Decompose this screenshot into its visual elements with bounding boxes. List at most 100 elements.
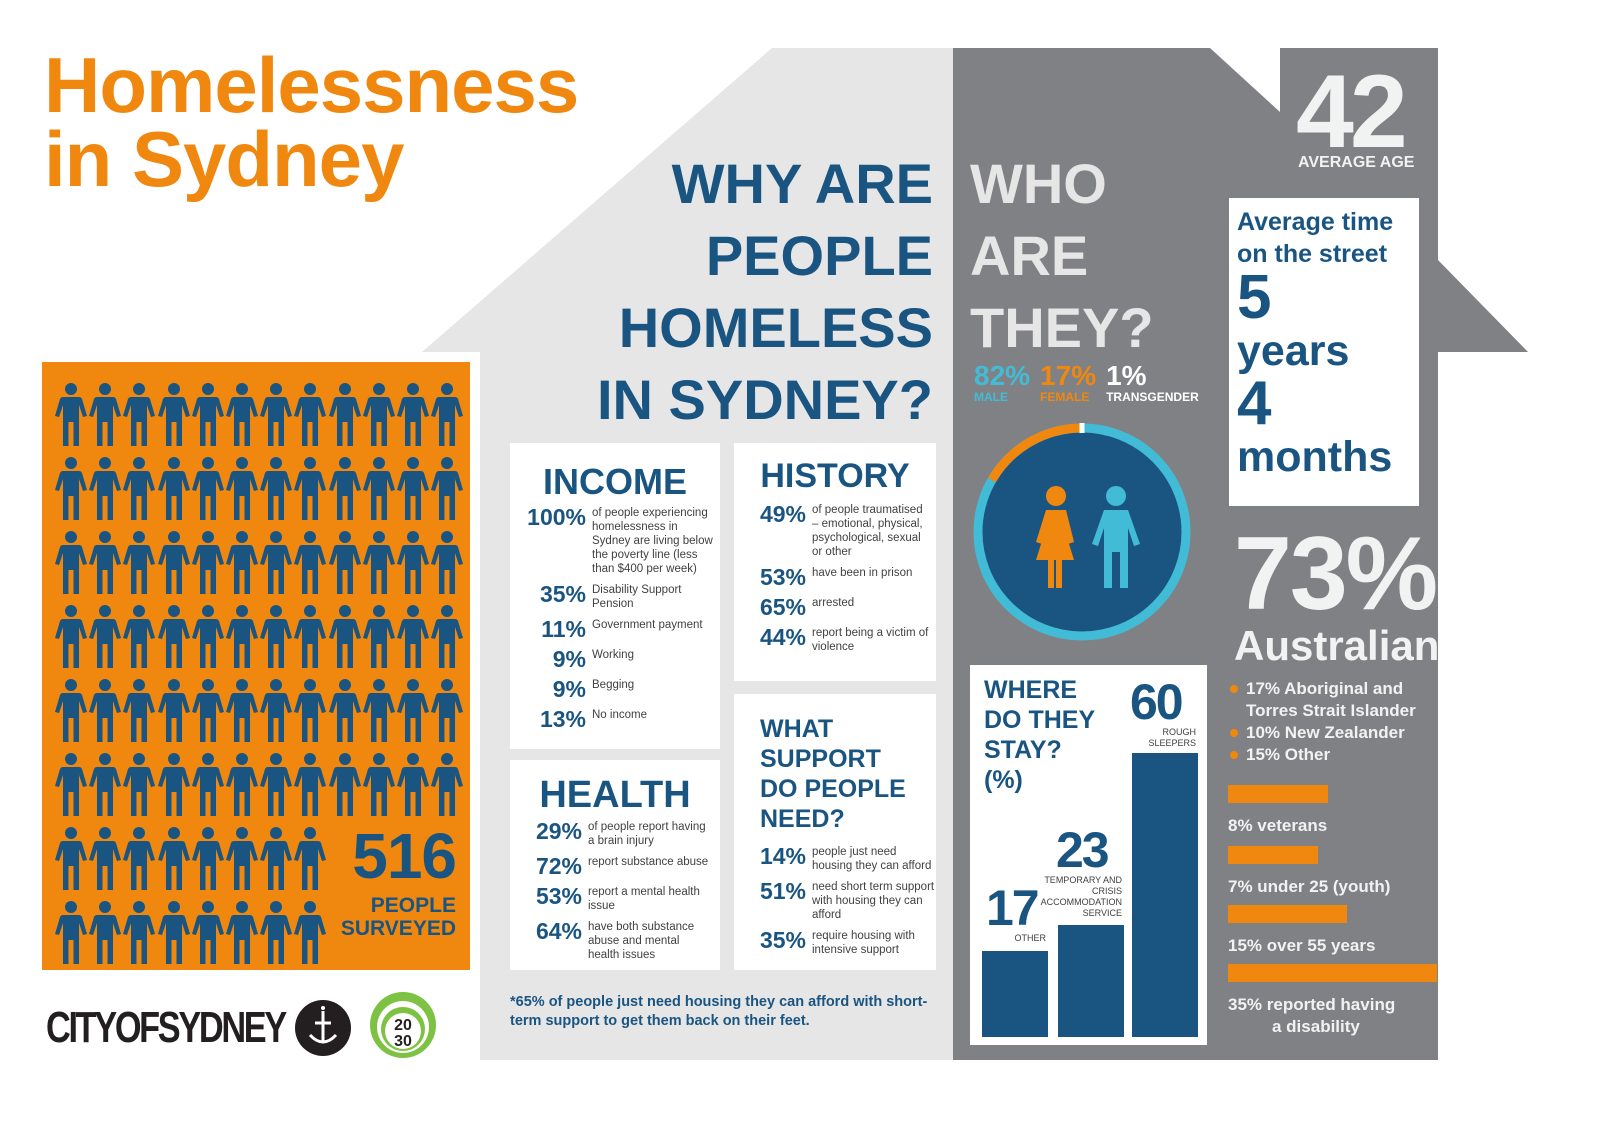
person-icon [293, 382, 327, 448]
stat-percentage: 9% [552, 646, 586, 672]
person-icon [191, 826, 225, 892]
bar-label-rough-sleepers: ROUGH SLEEPERS [1148, 727, 1196, 748]
person-icon [88, 382, 122, 448]
stat-percentage: 53% [759, 564, 806, 590]
stat-row: 51% need short term support with housing … [740, 879, 936, 922]
stat-bar [1228, 964, 1437, 982]
surveyed-label-line-2: SURVEYED [340, 917, 456, 940]
person-icon [54, 900, 88, 966]
stat-percentage: 51% [759, 878, 806, 904]
person-icon [88, 752, 122, 818]
stat-percentage: 65% [759, 594, 806, 620]
stat-row: 11% Government payment [510, 617, 720, 641]
page-title: Homelessness in Sydney [44, 46, 579, 203]
person-icon [293, 604, 327, 670]
stat-row: 13% No income [510, 707, 720, 731]
stat-row: 44% report being a victim of violence [734, 625, 936, 654]
stat-percentage: 14% [759, 843, 806, 869]
stat-bar [1228, 785, 1328, 803]
who-heading-line: ARE [970, 224, 1089, 287]
nationality-item: 17% Aboriginal and Torres Strait Islander [1230, 678, 1416, 722]
bar-value-other: 17 [986, 880, 1040, 936]
stat-description: of people traumatised – emotional, physi… [812, 504, 923, 558]
person-icon [191, 604, 225, 670]
female-figure-icon [1036, 486, 1074, 588]
person-icon [157, 604, 191, 670]
person-icon [122, 530, 156, 596]
person-icon [225, 678, 259, 744]
stat-over-55: 15% over 55 years [1228, 905, 1375, 957]
stat-description: of people experiencing homelessness in S… [592, 507, 713, 575]
person-icon [88, 826, 122, 892]
why-heading-line: HOMELESS [618, 296, 933, 359]
stat-youth: 7% under 25 (youth) [1228, 846, 1390, 898]
stay-title-line: DO THEY [984, 706, 1096, 734]
years-value: 5 [1237, 263, 1272, 332]
stat-percentage: 53% [535, 883, 582, 909]
support-title-line: WHAT [760, 715, 834, 743]
person-icon [396, 456, 430, 522]
average-age-value: 42 [1296, 54, 1408, 170]
stat-disability: 35% reported having a disability [1228, 964, 1437, 1038]
person-icon [191, 382, 225, 448]
person-icon [54, 382, 88, 448]
months-unit: months [1237, 433, 1393, 481]
stat-percentage: 44% [759, 624, 806, 650]
person-icon [293, 900, 327, 966]
stat-percentage: 100% [527, 504, 586, 530]
stat-description: require housing with intensive support [812, 930, 915, 956]
person-icon [430, 752, 464, 818]
stat-row: 53% have been in prison [734, 565, 936, 589]
person-icon [88, 604, 122, 670]
person-icon [225, 752, 259, 818]
stat-description: Begging [592, 679, 635, 691]
person-icon [122, 382, 156, 448]
health-card: HEALTH 29% of people report having a brai… [510, 760, 720, 970]
why-heading: WHY ARE PEOPLE HOMELESS IN SYDNEY? [597, 148, 933, 436]
gender-label: MALE [974, 390, 1008, 404]
stay-chart-title: WHERE DO THEY STAY? (%) [984, 675, 1095, 795]
stat-description: of people report having a brain injury [588, 821, 706, 847]
why-heading-line: PEOPLE [705, 224, 933, 287]
person-icon [225, 382, 259, 448]
nationality-text: 10% New Zealander [1246, 723, 1405, 742]
bar-label-temporary: TEMPORARY AND CRISIS ACCOMMODATION SERVI… [1040, 875, 1122, 918]
stat-percentage: 72% [535, 853, 582, 879]
stat-veterans: 8% veterans [1228, 785, 1328, 837]
person-icon [328, 604, 362, 670]
average-age-label: AVERAGE AGE [1298, 154, 1415, 171]
stat-label-line: a disability [1272, 1017, 1360, 1036]
support-title-line: NEED? [760, 805, 845, 833]
person-icon [362, 530, 396, 596]
person-icon [259, 678, 293, 744]
stat-row: 35% require housing with intensive suppor… [740, 928, 936, 957]
bullet-icon [1230, 685, 1238, 693]
person-icon [259, 530, 293, 596]
person-icon [293, 678, 327, 744]
australian-percentage: 73% [1234, 516, 1438, 632]
person-icon [396, 382, 430, 448]
nationality-text: 17% Aboriginal and [1246, 679, 1404, 698]
person-icon [293, 826, 327, 892]
history-card: HISTORY 49% of people traumatised – emoti… [734, 443, 936, 681]
bullet-icon [1230, 729, 1238, 737]
title-line-2: in Sydney [44, 115, 404, 203]
person-icon [157, 456, 191, 522]
person-icon [122, 604, 156, 670]
person-icon [259, 604, 293, 670]
people-grid [54, 382, 464, 966]
stat-description: No income [592, 709, 647, 721]
person-icon [396, 752, 430, 818]
person-icon [157, 752, 191, 818]
person-icon [88, 900, 122, 966]
person-icon [157, 530, 191, 596]
stat-percentage: 13% [539, 706, 586, 732]
support-card: WHAT SUPPORT DO PEOPLE NEED? 14% people j… [734, 694, 936, 970]
stat-percentage: 11% [541, 616, 586, 642]
person-icon [88, 456, 122, 522]
bullet-icon [1230, 751, 1238, 759]
person-icon [191, 678, 225, 744]
person-icon [122, 678, 156, 744]
person-icon [396, 604, 430, 670]
gender-stat-transgender: 1% TRANSGENDER [1106, 362, 1199, 405]
